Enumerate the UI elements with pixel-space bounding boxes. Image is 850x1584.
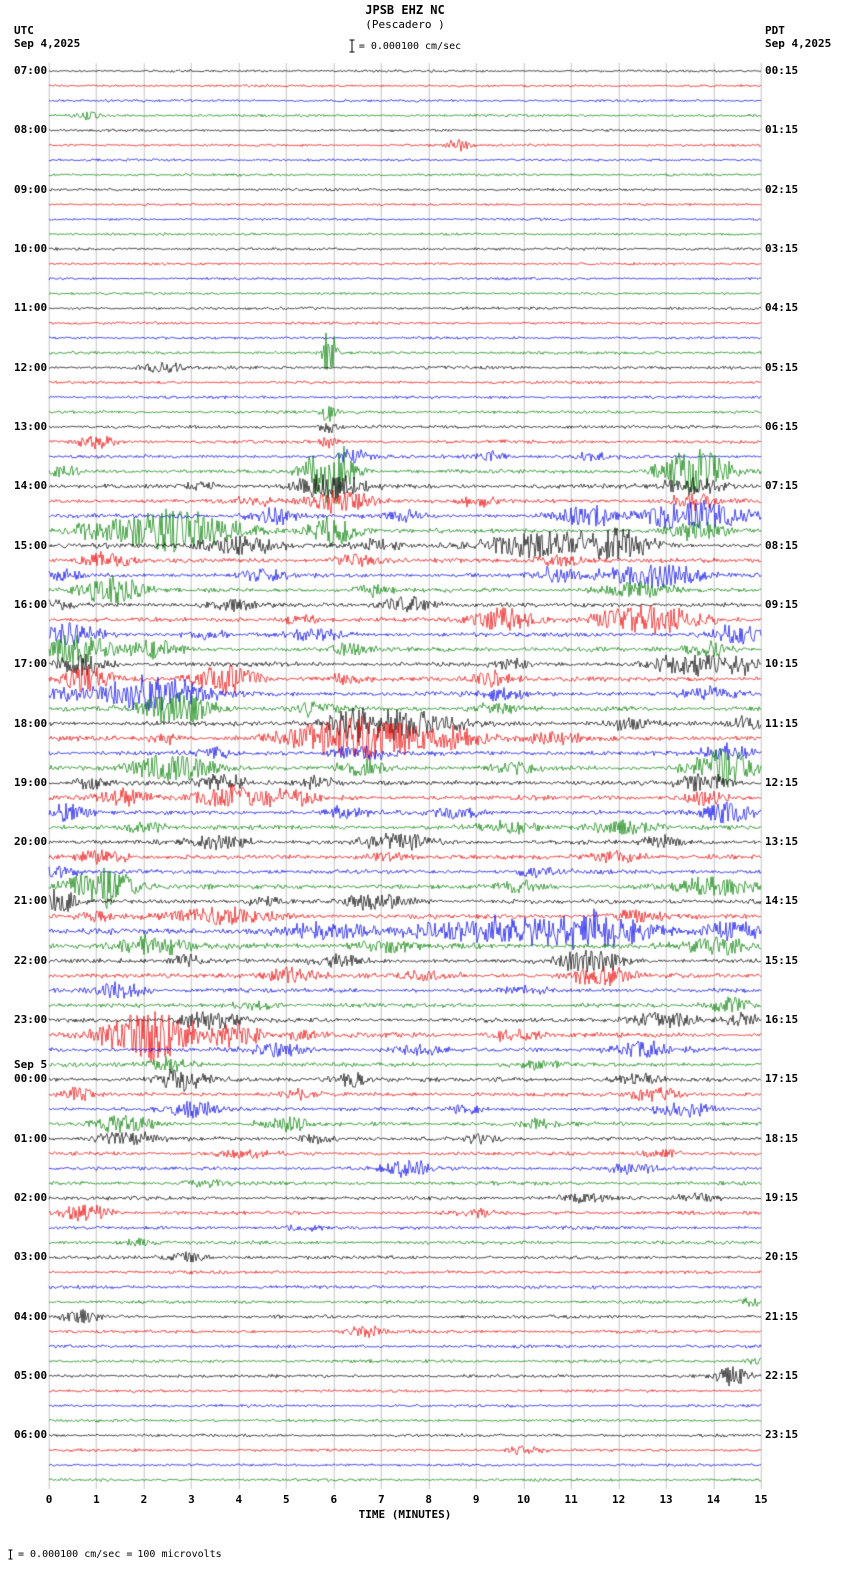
utc-hour-label: 14:00 [14,479,48,493]
utc-hour-label: 13:00 [14,419,48,433]
pdt-time-label: 19:15 [765,1191,799,1205]
pdt-time-label: 15:15 [765,953,799,967]
footer-microvolts-text: 100 microvolts [137,1549,222,1560]
pdt-time-label: 07:15 [765,479,799,493]
scale-indicator: = 0.000100 cm/sec [0,39,810,53]
pdt-time-label: 17:15 [765,1072,799,1086]
utc-hour-label: 09:00 [14,182,48,196]
scale-bar-icon [349,39,355,53]
utc-hour-label: 00:00 [14,1072,48,1086]
pdt-time-label: 05:15 [765,360,799,374]
pdt-timezone-label: PDT [765,24,785,37]
tick-label: 2 [140,1493,148,1506]
pdt-time-label: 13:15 [765,835,799,849]
tick-label: 13 [659,1493,673,1506]
utc-hour-label: 11:00 [14,301,48,315]
tick-label: 0 [45,1493,53,1506]
utc-hour-label: 17:00 [14,657,48,671]
pdt-time-label: 18:15 [765,1131,799,1145]
tick-label: 8 [425,1493,433,1506]
tick-label: 4 [235,1493,243,1506]
tick-label: 11 [564,1493,578,1506]
pdt-time-label: 20:15 [765,1250,799,1264]
tick-label: 9 [472,1493,480,1506]
utc-hour-label: 07:00 [14,64,48,77]
pdt-time-label: 16:15 [765,1013,799,1027]
tick-label: 5 [283,1493,290,1506]
footer-scale-text: = 0.000100 cm/sec = [18,1549,133,1560]
pdt-time-label: 06:15 [765,419,799,433]
tick-label: 10 [517,1493,531,1506]
footer-scale-bar-icon [8,1549,13,1560]
utc-hour-label: 03:00 [14,1250,48,1264]
scale-text: = 0.000100 cm/sec [358,40,462,52]
pdt-time-label: 21:15 [765,1309,799,1323]
pdt-time-label: 12:15 [765,775,799,789]
pdt-time-label: 22:15 [765,1369,799,1383]
utc-timezone-label: UTC [14,24,34,37]
utc-hour-label: 19:00 [14,775,48,789]
utc-hour-label: 05:00 [14,1369,48,1383]
pdt-time-label: 03:15 [765,241,799,255]
pdt-time-label: 10:15 [765,657,799,671]
pdt-time-label: 02:15 [765,182,799,196]
utc-hour-label: 10:00 [14,241,48,255]
pdt-time-label: 01:15 [765,123,799,137]
utc-hour-label: 12:00 [14,360,48,374]
tick-label: 3 [188,1493,195,1506]
pdt-time-label: 14:15 [765,894,799,908]
pdt-time-label: 00:15 [765,64,799,77]
pdt-time-label: 08:15 [765,538,799,552]
pdt-time-label: 04:15 [765,301,799,315]
x-axis-title: TIME (MINUTES) [358,1508,452,1521]
tick-label: 1 [93,1493,100,1506]
pdt-time-label: 23:15 [765,1428,799,1442]
tick-label: 6 [330,1493,338,1506]
tick-label: 7 [377,1493,385,1506]
utc-hour-label: 06:00 [14,1428,48,1442]
tick-label: 14 [706,1493,721,1506]
utc-hour-label: 22:00 [14,953,48,967]
page-title: JPSB EHZ NC [365,3,445,17]
pdt-date-label: Sep 4,2025 [765,37,832,50]
utc-hour-label: 20:00 [14,835,48,849]
utc-hour-label: 04:00 [14,1309,48,1323]
pdt-time-label: 11:15 [765,716,799,730]
tick-label: 12 [611,1493,626,1506]
utc-date-label: Sep 4,2025 [14,37,81,50]
tick-label: 15 [754,1493,768,1506]
date-change-label: Sep 5 [14,1058,48,1072]
utc-hour-label: 08:00 [14,123,48,137]
utc-hour-label: 15:00 [14,538,48,552]
utc-hour-label: 21:00 [14,894,48,908]
utc-hour-label: 16:00 [14,597,48,611]
station-subtitle: (Pescadero ) [365,18,445,31]
utc-hour-label: 02:00 [14,1191,48,1205]
pdt-time-label: 09:15 [765,597,799,611]
utc-hour-label: 23:00 [14,1013,48,1027]
utc-hour-label: 18:00 [14,716,48,730]
footer-scale-note: = 0.000100 cm/sec = 100 microvolts [8,1549,222,1560]
utc-hour-label: 01:00 [14,1131,48,1145]
